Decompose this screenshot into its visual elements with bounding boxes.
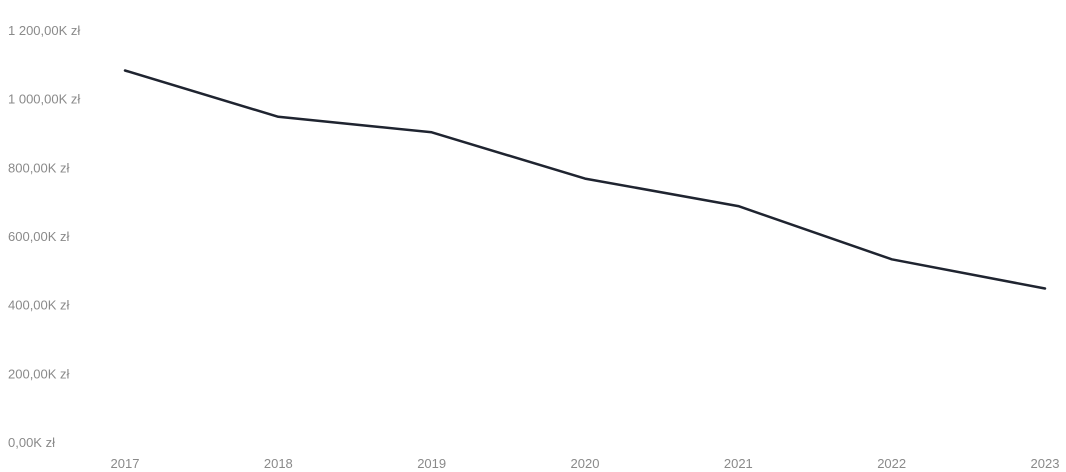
- y-axis: 0,00K zł 200,00K zł 400,00K zł 600,00K zł 80…: [8, 23, 80, 450]
- x-tick-label: 2020: [571, 456, 600, 471]
- y-tick-label: 800,00K zł: [8, 160, 70, 175]
- series-line: [123, 69, 1047, 290]
- x-tick-label: 2018: [264, 456, 293, 471]
- x-tick-label: 2023: [1031, 456, 1060, 471]
- y-tick-label: 1 200,00K zł: [8, 23, 80, 38]
- y-tick-label: 400,00K zł: [8, 298, 70, 313]
- y-tick-label: 600,00K zł: [8, 229, 70, 244]
- x-tick-label: 2021: [724, 456, 753, 471]
- x-tick-label: 2019: [417, 456, 446, 471]
- y-tick-label: 1 000,00K zł: [8, 92, 80, 107]
- y-tick-label: 0,00K zł: [8, 435, 55, 450]
- series-group: [123, 69, 1047, 290]
- x-tick-label: 2022: [877, 456, 906, 471]
- x-axis: 2017 2018 2019 2020 2021 2022 2023: [111, 456, 1060, 471]
- x-tick-label: 2017: [111, 456, 140, 471]
- y-tick-label: 200,00K zł: [8, 366, 70, 381]
